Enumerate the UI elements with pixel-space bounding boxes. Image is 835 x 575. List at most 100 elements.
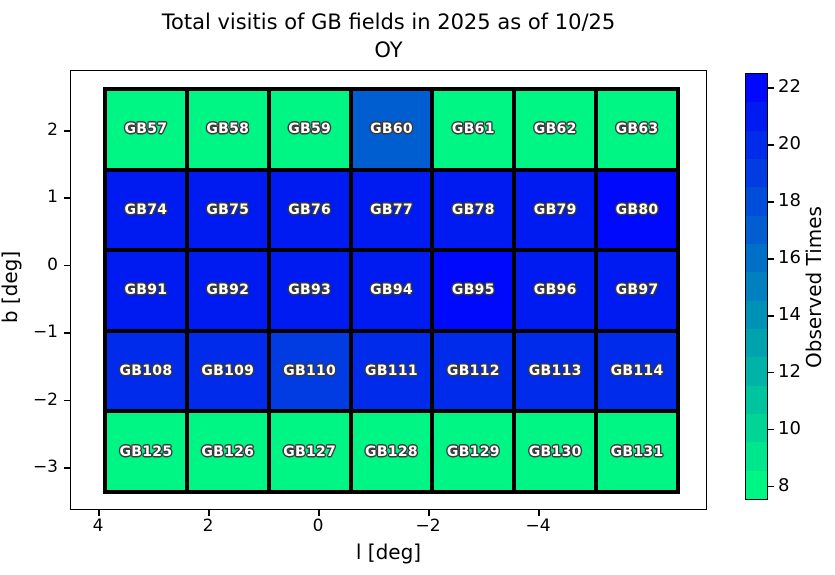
field-cell-gb110: GB110 bbox=[270, 332, 349, 410]
colorbar-tick-mark bbox=[768, 201, 774, 203]
field-cell-gb58: GB58 bbox=[188, 91, 267, 168]
field-cell-label: GB112 bbox=[446, 363, 500, 380]
field-cell-gb63: GB63 bbox=[598, 91, 676, 168]
field-cell-gb94: GB94 bbox=[352, 252, 431, 329]
y-tick-label: 0 bbox=[47, 254, 58, 275]
field-cell-gb93: GB93 bbox=[270, 252, 349, 329]
field-cell-label: GB74 bbox=[124, 201, 168, 218]
field-cell-label: GB114 bbox=[610, 363, 664, 380]
field-cell-gb97: GB97 bbox=[598, 252, 676, 329]
field-cell-gb92: GB92 bbox=[188, 252, 267, 329]
field-cell-gb112: GB112 bbox=[434, 332, 513, 410]
field-cell-gb127: GB127 bbox=[270, 413, 349, 490]
field-cell-label: GB61 bbox=[451, 121, 495, 138]
field-cell-label: GB95 bbox=[451, 282, 495, 299]
x-axis-label: l [deg] bbox=[355, 540, 422, 564]
chart-title: Total visitis of GB fields in 2025 as of… bbox=[70, 8, 707, 64]
field-cell-label: GB130 bbox=[528, 443, 582, 460]
field-cell-label: GB129 bbox=[446, 443, 500, 460]
field-cell-label: GB96 bbox=[533, 282, 577, 299]
colorbar-band bbox=[746, 328, 767, 358]
colorbar-band bbox=[746, 272, 767, 301]
colorbar-band bbox=[746, 413, 767, 443]
field-cell-label: GB76 bbox=[288, 201, 332, 218]
field-cell-label: GB111 bbox=[365, 363, 418, 380]
field-cell-label: GB113 bbox=[528, 363, 582, 380]
colorbar-tick-label: 18 bbox=[778, 190, 801, 212]
colorbar-tick-mark bbox=[768, 371, 774, 374]
field-cell-label: GB109 bbox=[201, 363, 255, 380]
field-cell-gb75: GB75 bbox=[188, 171, 267, 249]
field-cell-gb131: GB131 bbox=[598, 413, 676, 490]
colorbar-tick-mark bbox=[768, 87, 774, 89]
field-cell-label: GB58 bbox=[206, 121, 250, 138]
field-cell-gb126: GB126 bbox=[188, 413, 267, 490]
colorbar-tick-mark bbox=[768, 485, 774, 488]
field-cell-label: GB108 bbox=[119, 363, 173, 380]
colorbar-tick-mark bbox=[768, 144, 774, 146]
field-cell-gb77: GB77 bbox=[352, 171, 431, 249]
colorbar-band bbox=[746, 442, 767, 471]
x-tick-label: 0 bbox=[312, 516, 324, 536]
y-tick-label: −2 bbox=[32, 389, 58, 410]
field-cell-gb95: GB95 bbox=[434, 252, 513, 329]
field-cell-label: GB60 bbox=[370, 121, 413, 138]
field-cell-gb76: GB76 bbox=[270, 171, 349, 249]
field-cell-label: GB93 bbox=[288, 282, 332, 299]
field-cell-label: GB110 bbox=[283, 363, 337, 380]
x-tick-label: 2 bbox=[202, 516, 214, 536]
chart-title-line2: OY bbox=[374, 38, 403, 62]
field-cell-gb74: GB74 bbox=[107, 171, 185, 249]
x-tick-label: −2 bbox=[415, 516, 441, 536]
x-tick-mark bbox=[98, 510, 100, 516]
field-cell-gb61: GB61 bbox=[434, 91, 513, 168]
y-tick-mark bbox=[64, 130, 70, 132]
field-cell-gb59: GB59 bbox=[270, 91, 349, 168]
field-cell-gb109: GB109 bbox=[188, 332, 267, 410]
y-tick-label: 1 bbox=[47, 187, 58, 208]
field-cell-label: GB75 bbox=[206, 201, 250, 218]
y-tick-label: −1 bbox=[32, 322, 58, 343]
field-cell-label: GB94 bbox=[370, 282, 413, 299]
field-cell-gb128: GB128 bbox=[352, 413, 431, 490]
colorbar-band bbox=[746, 357, 767, 386]
field-cell-label: GB126 bbox=[201, 443, 255, 460]
field-cell-label: GB92 bbox=[206, 282, 250, 299]
field-cell-gb108: GB108 bbox=[107, 332, 185, 410]
colorbar-tick-mark bbox=[768, 314, 774, 317]
x-tick-mark bbox=[208, 510, 210, 516]
field-cell-label: GB79 bbox=[533, 201, 577, 218]
field-cell-label: GB59 bbox=[288, 121, 332, 138]
field-cell-gb125: GB125 bbox=[107, 413, 185, 490]
field-cell-label: GB125 bbox=[119, 443, 173, 460]
field-cell-label: GB62 bbox=[533, 121, 577, 138]
colorbar-band bbox=[746, 187, 767, 216]
field-cell-label: GB63 bbox=[615, 121, 659, 138]
colorbar-band bbox=[746, 74, 767, 103]
x-tick-label: 4 bbox=[92, 516, 104, 536]
field-cell-label: GB57 bbox=[124, 121, 168, 138]
colorbar-tick-label: 20 bbox=[778, 133, 801, 155]
field-cell-gb62: GB62 bbox=[516, 91, 595, 168]
colorbar-band bbox=[746, 102, 767, 131]
y-tick-mark bbox=[64, 467, 70, 469]
colorbar-band bbox=[746, 130, 767, 159]
y-tick-mark bbox=[64, 197, 70, 199]
field-cell-gb129: GB129 bbox=[434, 413, 513, 490]
field-cell-label: GB91 bbox=[124, 282, 168, 299]
field-cell-gb78: GB78 bbox=[434, 171, 513, 249]
field-cell-gb57: GB57 bbox=[107, 91, 185, 168]
field-cell-gb111: GB111 bbox=[352, 332, 431, 410]
field-grid: GB57 GB58 GB59 GB60 GB61 GB62 GB63 GB74 GB75 GB76… bbox=[103, 87, 680, 494]
field-cell-gb91: GB91 bbox=[107, 252, 185, 329]
field-cell-gb80: GB80 bbox=[598, 171, 676, 249]
field-cell-gb79: GB79 bbox=[516, 171, 595, 249]
colorbar-tick-label: 12 bbox=[778, 360, 801, 382]
colorbar-band bbox=[746, 215, 767, 244]
chart-title-line1: Total visitis of GB fields in 2025 as of… bbox=[161, 10, 616, 34]
y-tick-mark bbox=[64, 399, 70, 402]
colorbar-band bbox=[746, 385, 767, 414]
field-cell-label: GB127 bbox=[283, 443, 337, 460]
x-tick-mark bbox=[428, 510, 430, 516]
